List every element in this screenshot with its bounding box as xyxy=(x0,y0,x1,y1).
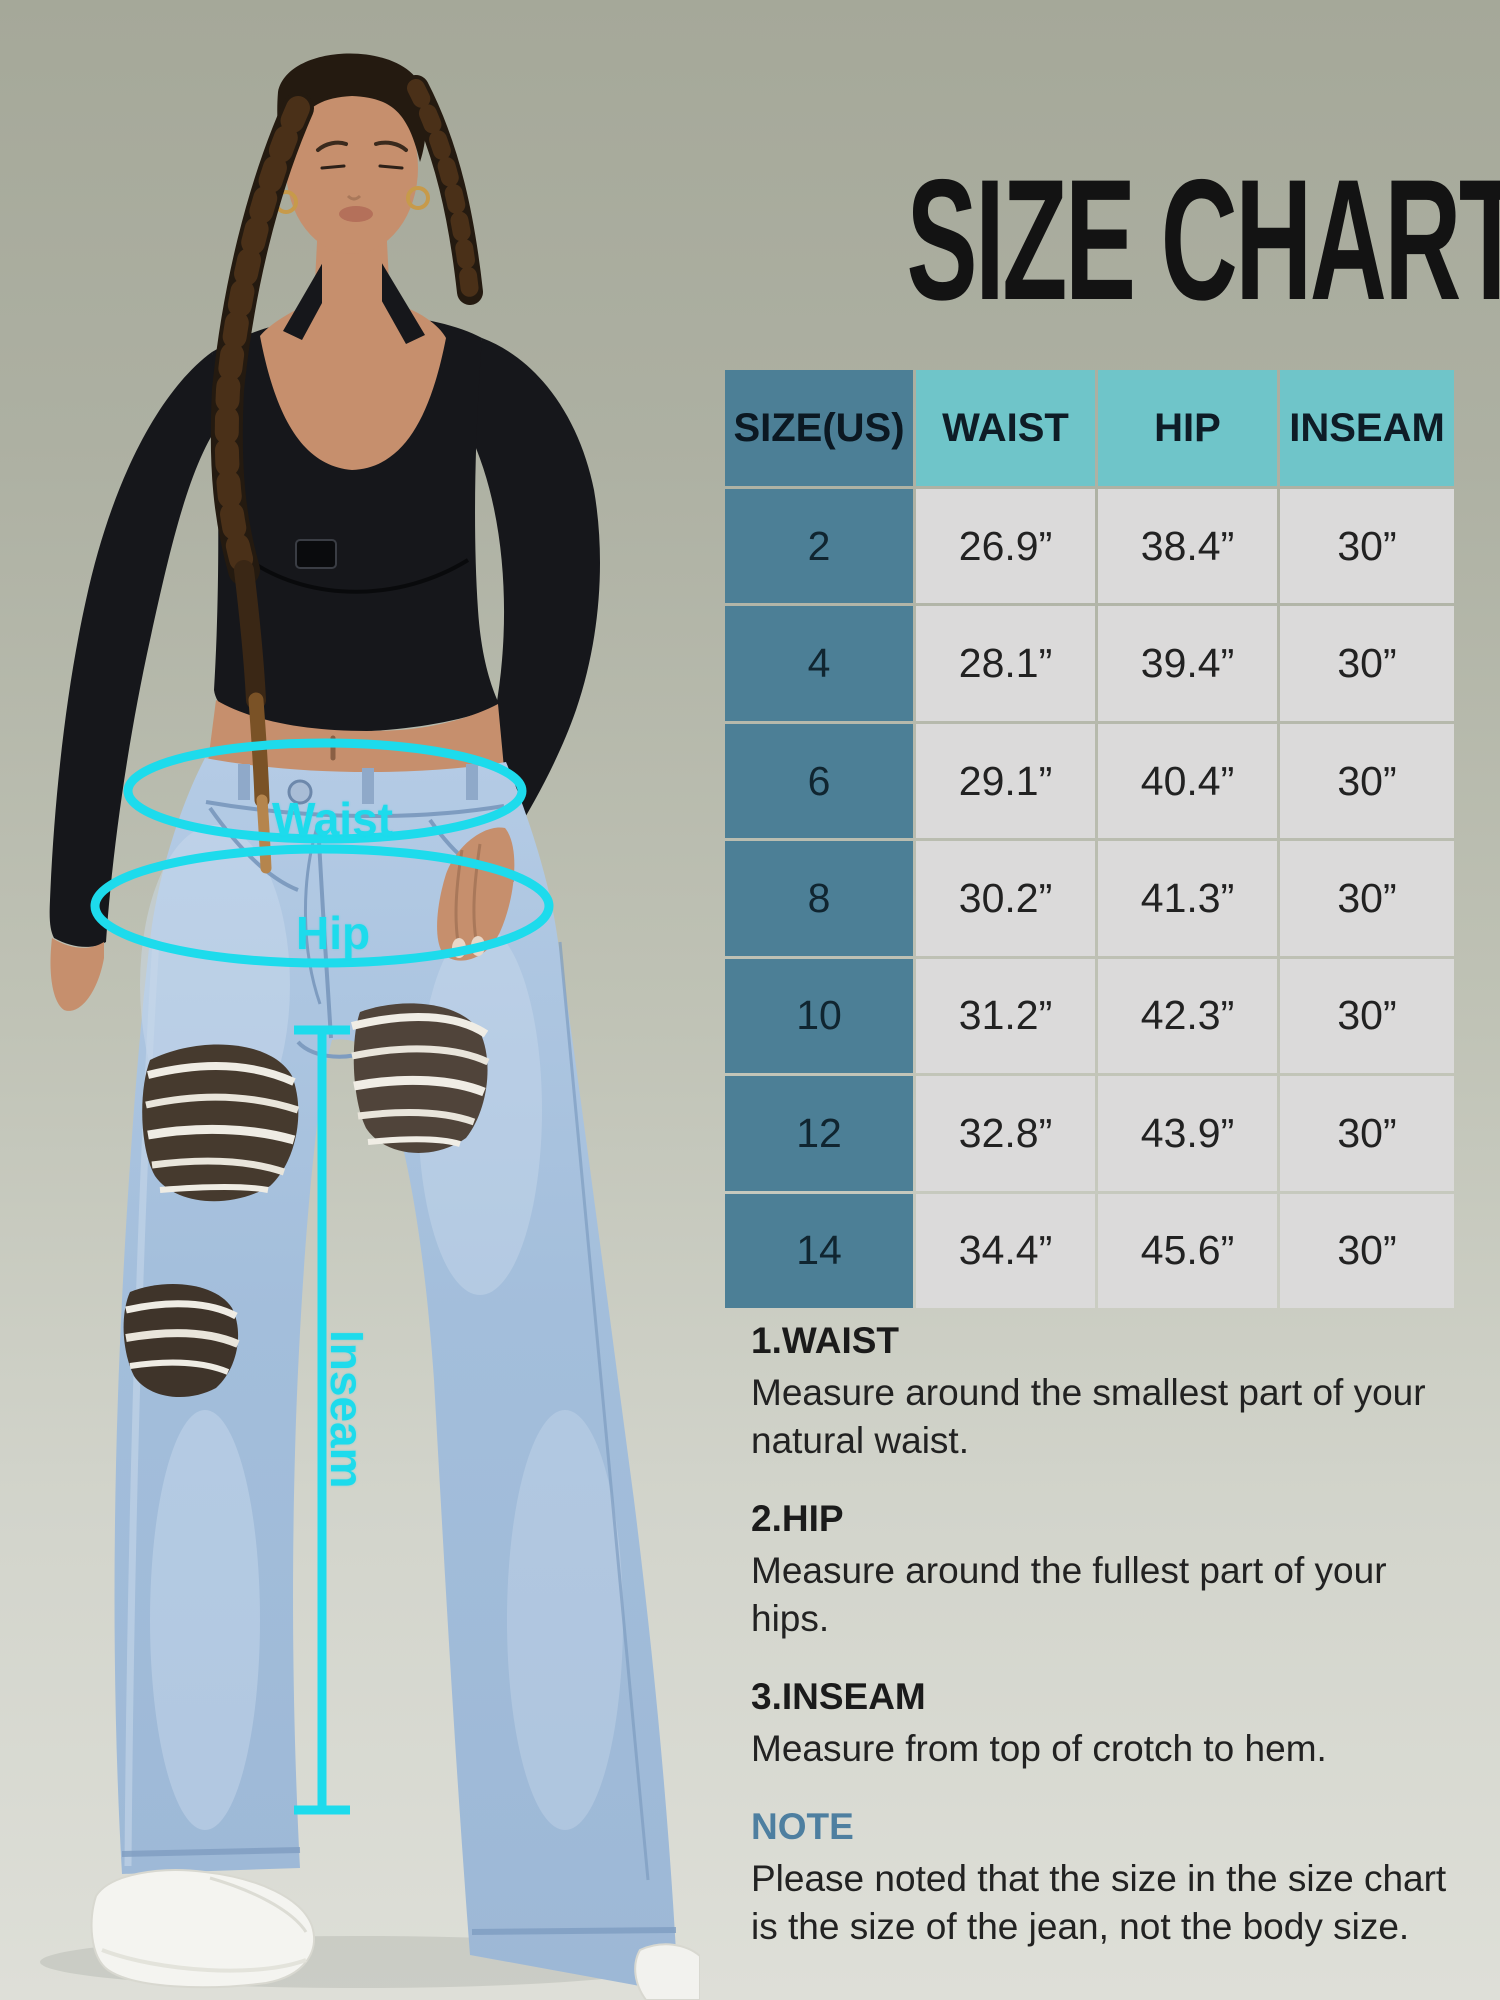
note-inseam-body: Measure from top of crotch to hem. xyxy=(751,1728,1327,1769)
inseam-cell: 30” xyxy=(1280,489,1454,604)
column-header-hip: HIP xyxy=(1098,370,1277,486)
measure-annotations xyxy=(90,738,554,1815)
hip-cell: 45.6” xyxy=(1098,1193,1277,1308)
column-header-inseam: INSEAM xyxy=(1280,370,1454,486)
size-cell: 8 xyxy=(725,841,913,956)
ripped-hole-shin xyxy=(123,1284,240,1398)
note-hip: 2.HIP Measure around the fullest part of… xyxy=(751,1498,1463,1643)
inseam-cell: 30” xyxy=(1280,723,1454,839)
note-inseam-heading: 3.INSEAM xyxy=(751,1676,926,1717)
hip-cell: 39.4” xyxy=(1098,606,1277,721)
note-callout-body: Please noted that the size in the size c… xyxy=(751,1858,1447,1947)
model-right-arm xyxy=(468,338,600,836)
inseam-cell: 30” xyxy=(1280,1076,1454,1191)
measuring-notes: 1.WAIST Measure around the smallest part… xyxy=(751,1320,1463,1984)
size-cell: 4 xyxy=(725,606,913,721)
hip-cell: 43.9” xyxy=(1098,1076,1277,1191)
model-head xyxy=(210,53,483,874)
ripped-hole-knee xyxy=(142,1044,300,1202)
waist-ellipse xyxy=(123,738,527,844)
jeans-button xyxy=(287,779,313,805)
note-callout: NOTE Please noted that the size in the s… xyxy=(751,1806,1463,1951)
model-left-arm xyxy=(49,352,223,1011)
top-clasp xyxy=(295,539,337,569)
column-header-waist: WAIST xyxy=(916,370,1095,486)
note-hip-body: Measure around the fullest part of your … xyxy=(751,1550,1387,1639)
waist-cell: 31.2” xyxy=(916,958,1095,1074)
size-cell: 2 xyxy=(725,489,913,604)
page-title: SIZE CHART xyxy=(906,144,1500,336)
hip-cell: 42.3” xyxy=(1098,958,1277,1074)
waist-cell: 32.8” xyxy=(916,1076,1095,1191)
model-jeans xyxy=(114,758,677,1990)
waist-cell: 26.9” xyxy=(916,489,1095,604)
size-cell: 14 xyxy=(725,1193,913,1308)
hip-cell: 41.3” xyxy=(1098,841,1277,956)
note-hip-heading: 2.HIP xyxy=(751,1498,844,1539)
waist-cell: 34.4” xyxy=(916,1193,1095,1308)
waist-cell: 30.2” xyxy=(916,841,1095,956)
hip-cell: 38.4” xyxy=(1098,489,1277,604)
note-callout-heading: NOTE xyxy=(751,1806,854,1847)
note-inseam: 3.INSEAM Measure from top of crotch to h… xyxy=(751,1676,1463,1773)
model-photo-illustration xyxy=(40,53,700,2000)
note-waist-heading: 1.WAIST xyxy=(751,1320,900,1361)
hip-ellipse xyxy=(90,844,554,968)
inseam-measure-label: Inseam xyxy=(321,1330,373,1489)
waist-cell: 28.1” xyxy=(916,606,1095,721)
model-chest xyxy=(260,222,446,470)
inseam-cell: 30” xyxy=(1280,606,1454,721)
inseam-cell: 30” xyxy=(1280,1193,1454,1308)
waist-cell: 29.1” xyxy=(916,723,1095,839)
waist-measure-label: Waist xyxy=(272,793,393,845)
size-table: SIZE(US) WAIST HIP INSEAM 2 26.9” 38.4” … xyxy=(725,370,1454,1308)
hip-measure-label: Hip xyxy=(296,907,371,959)
size-cell: 6 xyxy=(725,723,913,839)
hip-cell: 40.4” xyxy=(1098,723,1277,839)
note-waist-body: Measure around the smallest part of your… xyxy=(751,1372,1426,1461)
model-shoes xyxy=(90,1869,700,2000)
model-hair xyxy=(277,53,427,162)
inseam-cell: 30” xyxy=(1280,958,1454,1074)
column-header-size: SIZE(US) xyxy=(725,370,913,486)
size-cell: 12 xyxy=(725,1076,913,1191)
note-waist: 1.WAIST Measure around the smallest part… xyxy=(751,1320,1463,1465)
inseam-cell: 30” xyxy=(1280,841,1454,956)
size-cell: 10 xyxy=(725,958,913,1074)
ripped-hole-thigh xyxy=(351,1003,490,1153)
